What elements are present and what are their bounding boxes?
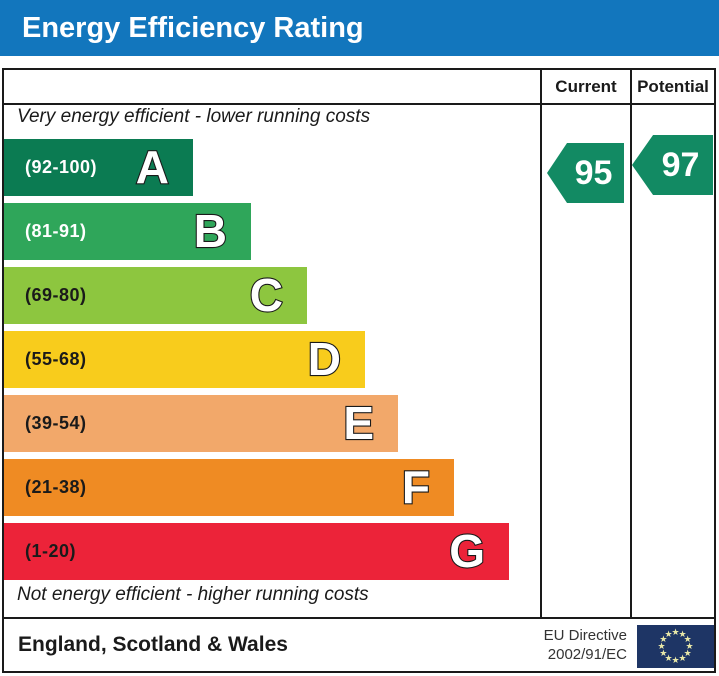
page-title: Energy Efficiency Rating [22,12,364,44]
band-row-d: (55-68) D [4,331,365,388]
eu-flag-star-icon: ★ [659,634,668,644]
caption-very-efficient: Very energy efficient - lower running co… [17,106,371,127]
band-range: (69-80) [25,285,87,305]
band-letter: C [249,268,284,322]
eu-directive-line1: EU Directive [543,627,627,644]
eu-flag-star-icon: ★ [683,634,692,644]
band-letter: F [401,460,431,514]
current-column-header: Current [555,77,617,96]
eu-flag-star-icon: ★ [678,628,687,639]
footer: England, Scotland & Wales EU Directive 2… [2,617,716,673]
eu-flag-star-icon: ★ [671,655,680,665]
header-divider [4,103,714,105]
band-row-g: (1-20) G [4,523,509,580]
current-rating-value: 95 [574,154,613,192]
chart-title-bar: Energy Efficiency Rating [0,0,719,56]
potential-rating-arrow: 97 [632,135,713,195]
column-divider [540,70,542,617]
rating-table: Current Potential Very energy efficient … [2,68,716,619]
band-range: (92-100) [25,157,98,177]
eu-flag-star-icon: ★ [657,641,666,651]
band-letter: G [448,524,486,578]
band-row-c: (69-80) C [4,267,307,324]
potential-rating-value: 97 [661,146,700,184]
band-letter: D [307,332,342,386]
eu-flag-star-icon: ★ [664,628,673,639]
band-row-f: (21-38) F [4,459,454,516]
band-letter: B [193,204,228,258]
band-range: (81-91) [25,221,87,241]
caption-not-efficient: Not energy efficient - higher running co… [17,584,369,605]
eu-flag-star-icon: ★ [685,641,694,651]
eu-flag-star-icon: ★ [671,627,680,637]
current-rating-arrow: 95 [547,143,624,203]
eu-flag-icon: ★ ★ ★ ★ ★ ★ ★ ★ ★ ★ ★ ★ [637,625,714,668]
column-divider [630,70,632,617]
band-range: (21-38) [25,477,87,497]
potential-column-header: Potential [637,77,709,96]
band-row-b: (81-91) B [4,203,251,260]
eu-flag-star-icon: ★ [683,648,692,658]
eu-flag-star-icon: ★ [659,648,668,658]
eu-directive-label: EU Directive 2002/91/EC [424,626,627,664]
band-range: (55-68) [25,349,87,369]
band-letter: E [342,396,375,450]
band-letter: A [135,140,170,194]
band-row-e: (39-54) E [4,395,398,452]
eu-flag-star-icon: ★ [664,653,673,664]
eu-directive-line2: 2002/91/EC [547,646,627,663]
eu-flag-star-icon: ★ [678,653,687,664]
region-label: England, Scotland & Wales [18,633,288,656]
band-row-a: (92-100) A [4,139,193,196]
band-range: (1-20) [25,541,77,561]
band-range: (39-54) [25,413,87,433]
